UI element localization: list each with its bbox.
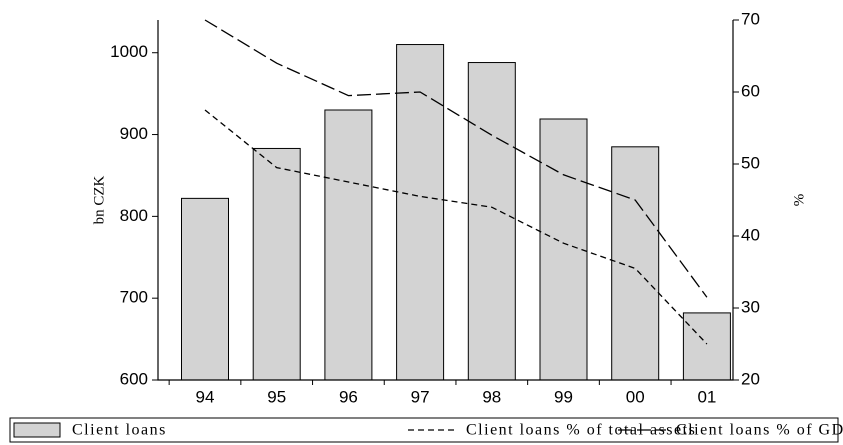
- y2-tick-label: 50: [741, 153, 760, 172]
- bar: [252, 147, 301, 381]
- x-tick-label: 95: [267, 387, 286, 406]
- y-tick-label: 800: [120, 206, 148, 225]
- x-tick-label: 94: [196, 387, 215, 406]
- x-tick-label: 01: [697, 387, 716, 406]
- y-tick-label: 600: [120, 369, 148, 388]
- bar: [682, 312, 731, 381]
- y2-tick-label: 70: [741, 9, 760, 28]
- y2-axis-label: %: [791, 194, 807, 207]
- y2-tick-label: 20: [741, 369, 760, 388]
- axis-frame: [157, 20, 734, 381]
- legend-label: Client loans % of total assets: [466, 422, 696, 439]
- bar: [181, 197, 229, 381]
- y-axis-label: bn CZK: [91, 175, 107, 224]
- y-tick-label: 700: [120, 288, 148, 307]
- line-series: [204, 19, 708, 298]
- bar: [324, 109, 373, 381]
- line-series: [204, 109, 708, 345]
- y2-tick-label: 60: [741, 81, 760, 100]
- legend-label: Client loans % of GDP: [676, 422, 843, 439]
- bar: [467, 62, 516, 381]
- x-tick-label: 99: [554, 387, 573, 406]
- bar: [539, 118, 588, 381]
- legend-label: Client loans: [72, 422, 167, 439]
- x-tick-label: 00: [626, 387, 645, 406]
- bar: [611, 146, 660, 381]
- legend-swatch: [13, 422, 61, 438]
- bar: [396, 44, 445, 381]
- y2-tick-label: 30: [741, 297, 760, 316]
- y2-tick-label: 40: [741, 225, 760, 244]
- x-tick-label: 97: [411, 387, 430, 406]
- y-tick-label: 1000: [110, 42, 148, 61]
- x-tick-label: 98: [482, 387, 501, 406]
- y-tick-label: 900: [120, 124, 148, 143]
- legend-box: [9, 417, 839, 443]
- x-tick-label: 96: [339, 387, 358, 406]
